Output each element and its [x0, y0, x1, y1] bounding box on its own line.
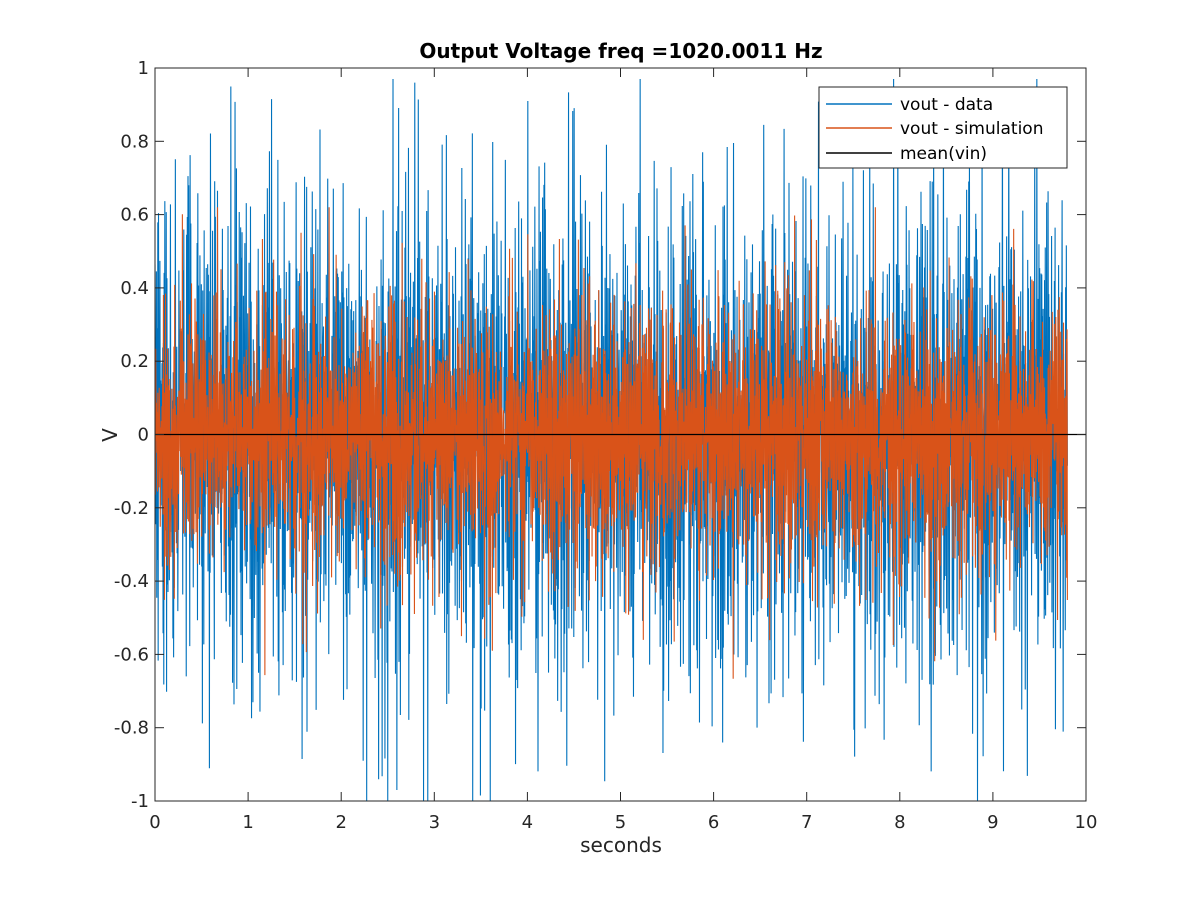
y-tick-label: -1 — [131, 791, 149, 812]
x-tick-label: 5 — [615, 812, 626, 833]
chart-title: Output Voltage freq =1020.0011 Hz — [419, 39, 822, 63]
x-tick-label: 6 — [708, 812, 719, 833]
x-tick-label: 7 — [801, 812, 812, 833]
y-tick-label: 0 — [138, 425, 149, 446]
x-axis-label: seconds — [580, 833, 662, 857]
series-vout-simulation-line — [155, 207, 1068, 679]
x-tick-label: 9 — [987, 812, 998, 833]
y-tick-label: 1 — [138, 58, 149, 79]
y-tick-label: 0.6 — [120, 205, 149, 226]
x-tick-label: 10 — [1075, 812, 1098, 833]
x-tick-label: 8 — [894, 812, 905, 833]
x-tick-label: 1 — [242, 812, 253, 833]
x-tick-label: 2 — [335, 812, 346, 833]
y-tick-label: 0.8 — [120, 131, 149, 152]
legend-label-data: vout - data — [900, 95, 993, 115]
y-tick-label: -0.6 — [114, 644, 149, 665]
legend: vout - data vout - simulation mean(vin) — [818, 86, 1068, 169]
y-tick-label: -0.2 — [114, 498, 149, 519]
y-tick-label: 0.4 — [120, 278, 149, 299]
y-tick-label: 0.2 — [120, 351, 149, 372]
y-axis-label: V — [98, 428, 122, 442]
y-tick-label: -0.8 — [114, 718, 149, 739]
y-tick-label: -0.4 — [114, 571, 149, 592]
legend-label-simulation: vout - simulation — [900, 119, 1043, 139]
x-tick-label: 0 — [149, 812, 160, 833]
x-tick-label: 3 — [429, 812, 440, 833]
legend-label-mean: mean(vin) — [900, 144, 987, 164]
x-tick-label: 4 — [522, 812, 533, 833]
